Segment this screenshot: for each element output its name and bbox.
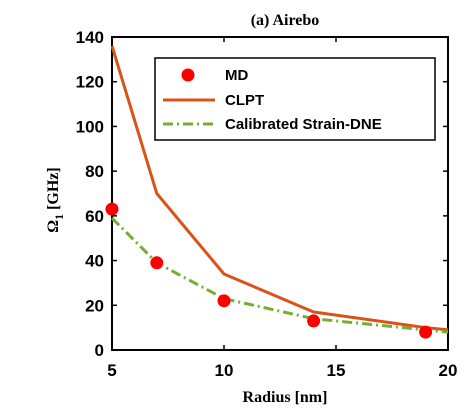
series-line-calibrated-strain-dne (110, 217, 449, 334)
legend-label-clpt: CLPT (225, 92, 264, 109)
chart-title: (a) Airebo (251, 12, 320, 29)
y-axis-label-unit: [GHz] (45, 167, 62, 214)
y-axis-label-subscript: 1 (52, 214, 66, 220)
y-tick-label: 20 (85, 296, 104, 315)
x-tick-label: 5 (107, 361, 116, 380)
y-tick-label: 40 (85, 252, 104, 271)
y-axis-label-symbol: Ω (45, 220, 62, 233)
y-tick-label: 60 (85, 207, 104, 226)
y-tick-label: 100 (76, 117, 104, 136)
data-point-md (105, 202, 119, 216)
y-tick-label: 120 (76, 73, 104, 92)
x-tick-label: 15 (327, 361, 346, 380)
x-tick-label: 10 (215, 361, 234, 380)
legend-label-dne: Calibrated Strain-DNE (225, 116, 382, 133)
y-tick-label: 0 (95, 341, 104, 360)
x-axis-label: Radius [nm] (243, 389, 328, 406)
legend: MD CLPT Calibrated Strain-DNE (154, 57, 436, 141)
y-tick-label: 140 (76, 28, 104, 47)
data-point-md (419, 325, 433, 339)
series-layer (105, 45, 449, 339)
y-tick-label: 80 (85, 162, 104, 181)
data-point-md (150, 256, 164, 270)
y-axis-label: Ω1 [GHz] (45, 167, 66, 232)
legend-label-md: MD (225, 67, 248, 84)
ticks-layer: 5 10 15 20 0 20 40 60 80 100 120 140 (76, 28, 458, 380)
axes-frame (111, 36, 449, 351)
data-point-md (307, 314, 321, 328)
data-point-md (217, 294, 231, 308)
plot-area-border (111, 36, 449, 351)
x-tick-label: 20 (439, 361, 458, 380)
legend-marker-md (181, 68, 195, 82)
